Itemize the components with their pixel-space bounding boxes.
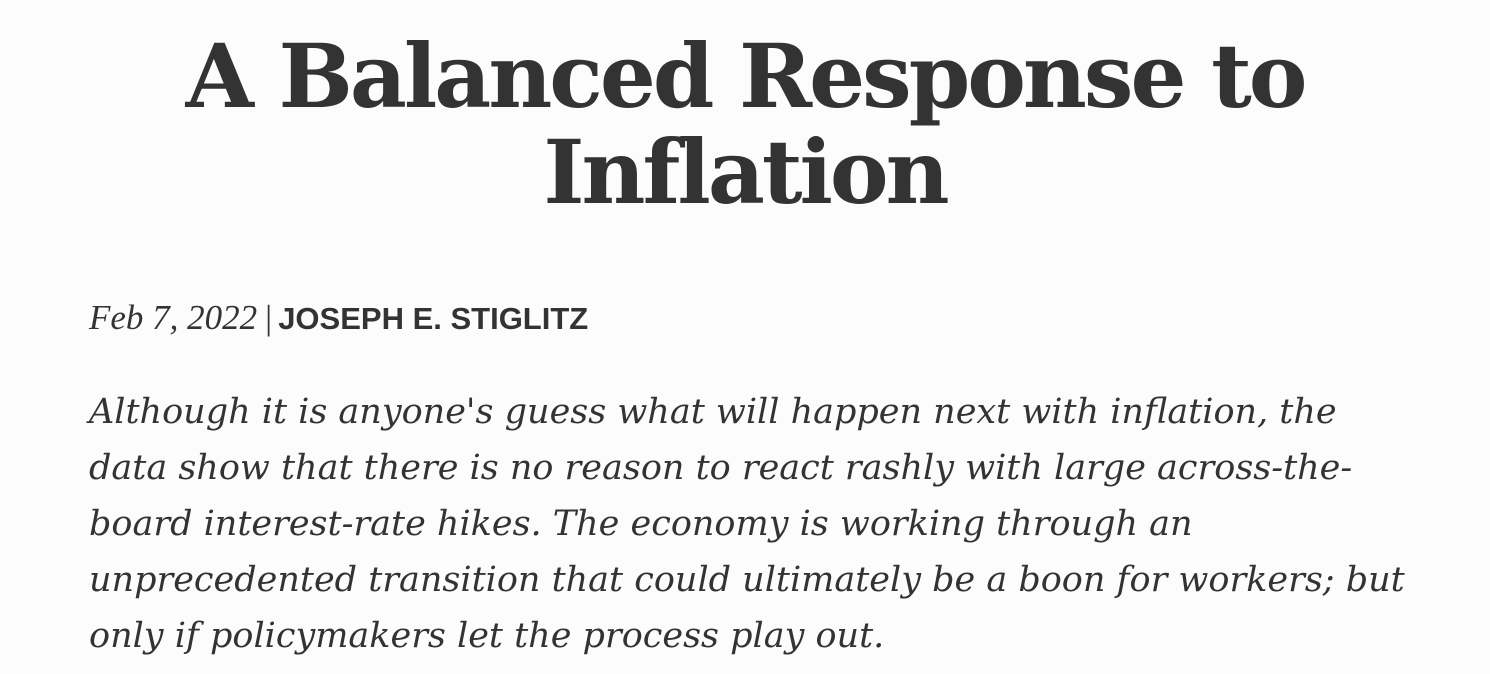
- article-summary: Although it is anyone's guess what will …: [89, 392, 1405, 656]
- byline: Feb 7, 2022 | JOSEPH E. STIGLITZ: [89, 296, 588, 341]
- article-title: A Balanced Response to Inflation: [185, 24, 1308, 224]
- author-link[interactable]: JOSEPH E. STIGLITZ: [278, 301, 589, 336]
- publish-date: Feb 7, 2022: [89, 298, 258, 337]
- byline-separator: |: [265, 298, 273, 337]
